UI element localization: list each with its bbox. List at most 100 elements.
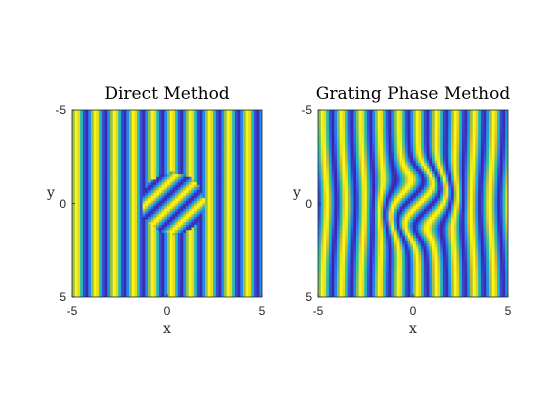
heatmap-cell xyxy=(202,136,206,140)
heatmap-cell xyxy=(145,174,149,178)
heatmap-cell xyxy=(243,227,247,231)
heatmap-cell xyxy=(202,232,206,236)
heatmap-cell xyxy=(229,291,233,295)
heatmap-cell xyxy=(164,190,168,194)
heatmap-cell xyxy=(245,288,249,293)
heatmap-cell xyxy=(115,230,119,234)
heatmap-cells xyxy=(318,110,508,297)
heatmap-cell xyxy=(253,219,257,223)
heatmap-cell xyxy=(80,182,84,186)
heatmap-cell xyxy=(191,206,195,210)
heatmap-cell xyxy=(153,190,157,194)
heatmap-cell xyxy=(177,163,181,167)
heatmap-cell xyxy=(210,179,214,183)
heatmap-cell xyxy=(175,256,179,260)
heatmap-cell xyxy=(134,224,138,228)
heatmap-cell xyxy=(129,115,133,119)
heatmap-cell xyxy=(104,294,108,297)
heatmap-cell xyxy=(91,166,95,170)
heatmap-cell xyxy=(107,123,111,127)
heatmap-cell xyxy=(82,280,86,285)
heatmap-cell xyxy=(104,120,108,124)
heatmap-cell xyxy=(142,243,146,247)
heatmap-cell xyxy=(85,144,89,148)
heatmap-cell xyxy=(72,128,76,132)
heatmap-cell xyxy=(88,230,92,234)
heatmap-cell xyxy=(82,144,86,148)
heatmap-cell xyxy=(215,232,219,236)
heatmap-cell xyxy=(110,134,114,138)
heatmap-cell xyxy=(251,254,255,258)
heatmap-cell xyxy=(150,166,154,170)
heatmap-cell xyxy=(131,112,135,116)
heatmap-cell xyxy=(139,112,143,116)
heatmap-cell xyxy=(177,171,181,175)
heatmap-cell xyxy=(123,179,127,183)
heatmap-cell xyxy=(164,214,168,218)
heatmap-cell xyxy=(134,286,138,290)
heatmap-cell xyxy=(221,294,225,297)
heatmap-cell xyxy=(129,272,133,277)
heatmap-cell xyxy=(115,232,119,236)
heatmap-cell xyxy=(196,158,200,162)
heatmap-cell xyxy=(150,214,154,218)
heatmap-cell xyxy=(224,235,228,239)
heatmap-cell xyxy=(77,142,81,146)
heatmap-cell xyxy=(139,166,143,170)
heatmap-cell xyxy=(215,131,219,135)
heatmap-cell xyxy=(229,256,233,260)
heatmap-cell xyxy=(134,126,138,130)
heatmap-cell xyxy=(139,118,143,122)
heatmap-cell xyxy=(80,192,84,196)
heatmap-cell xyxy=(202,224,206,228)
heatmap-cell xyxy=(85,200,89,204)
heatmap-cell xyxy=(115,254,119,258)
heatmap-cell xyxy=(224,168,228,172)
heatmap-cell xyxy=(150,216,154,220)
heatmap-cell xyxy=(74,128,78,132)
heatmap-cell xyxy=(112,232,116,236)
heatmap-cell xyxy=(107,208,111,212)
heatmap-cell xyxy=(196,176,200,180)
heatmap-cell xyxy=(237,216,241,220)
heatmap-cell xyxy=(215,163,219,167)
heatmap-cell xyxy=(172,187,176,191)
heatmap-cell xyxy=(221,176,225,180)
heatmap-cell xyxy=(232,216,236,220)
heatmap-cell xyxy=(256,150,260,154)
heatmap-cell xyxy=(256,264,260,268)
heatmap-cell xyxy=(207,163,211,167)
heatmap-cell xyxy=(215,227,219,231)
heatmap-cell xyxy=(177,235,181,239)
heatmap-cell xyxy=(240,160,244,164)
heatmap-cell xyxy=(177,152,181,156)
heatmap-cell xyxy=(243,262,247,266)
heatmap-cell xyxy=(240,200,244,204)
heatmap-cell xyxy=(253,259,257,263)
heatmap-cell xyxy=(259,118,262,122)
heatmap-cell xyxy=(259,246,262,250)
heatmap-cell xyxy=(161,123,165,127)
heatmap-cell xyxy=(218,142,222,146)
heatmap-cell xyxy=(245,112,249,116)
heatmap-cell xyxy=(213,166,217,170)
heatmap-cell xyxy=(245,291,249,295)
heatmap-cell xyxy=(93,158,97,162)
heatmap-cell xyxy=(158,152,162,156)
heatmap-cell xyxy=(112,206,116,210)
heatmap-cell xyxy=(169,120,173,124)
heatmap-cell xyxy=(188,283,192,287)
heatmap-cell xyxy=(248,243,252,247)
heatmap-cell xyxy=(145,152,149,156)
heatmap-cell xyxy=(156,139,160,143)
heatmap-cell xyxy=(145,131,149,135)
heatmap-cell xyxy=(161,214,165,218)
heatmap-cell xyxy=(104,195,108,199)
heatmap-cell xyxy=(215,126,219,130)
heatmap-cell xyxy=(74,286,78,290)
heatmap-cell xyxy=(259,190,262,194)
heatmap-cell xyxy=(137,163,141,167)
heatmap-cell xyxy=(180,235,184,239)
heatmap-cell xyxy=(82,238,86,242)
heatmap-cell xyxy=(202,278,206,282)
